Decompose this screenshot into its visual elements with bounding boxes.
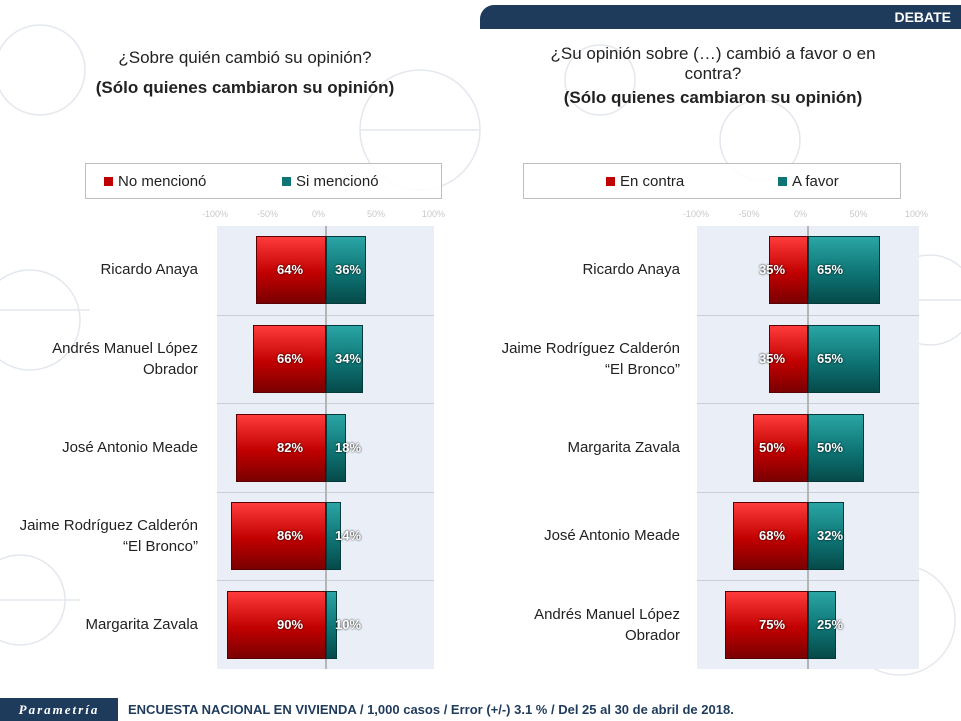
- bar-en-contra: [732, 502, 808, 571]
- footer: Parametría ENCUESTA NACIONAL EN VIVIENDA…: [0, 698, 961, 721]
- data-label-positive: 34%: [334, 350, 362, 366]
- category-label: Margarita Zavala: [85, 615, 198, 633]
- bar-en-contra: [769, 236, 808, 305]
- legend-swatch-positive: [282, 177, 291, 186]
- right-legend: En contra A favor: [523, 163, 901, 199]
- data-label-negative: 90%: [276, 616, 304, 632]
- axis-tick-label: 0%: [794, 209, 808, 219]
- right-title-text: ¿Su opinión sobre (…) cambió a favor o e…: [550, 44, 876, 83]
- data-label-positive: 50%: [816, 439, 844, 455]
- bar-si-mencionó: [326, 590, 337, 659]
- category-label: Ricardo Anaya: [582, 261, 680, 279]
- category-label: Jaime Rodríguez Calderón “El Bronco”: [19, 517, 198, 556]
- axis-tick-label: 100%: [422, 209, 446, 219]
- data-label-positive: 10%: [334, 616, 362, 632]
- axis-tick-label: -50%: [257, 209, 279, 219]
- category-label: Margarita Zavala: [567, 438, 680, 456]
- bar-a-favor: [808, 413, 864, 482]
- right-chart-title: ¿Su opinión sobre (…) cambió a favor o e…: [528, 44, 898, 108]
- bar-no-mencionó: [231, 502, 326, 571]
- bar-a-favor: [808, 590, 836, 659]
- axis-tick-label: 0%: [312, 209, 326, 219]
- legend-item-positive: A favor: [778, 173, 839, 190]
- data-label-negative: 35%: [758, 262, 786, 278]
- category-label: José Antonio Meade: [544, 527, 680, 545]
- bar-en-contra: [724, 590, 808, 659]
- bar-en-contra: [752, 413, 808, 482]
- data-label-positive: 65%: [816, 262, 844, 278]
- right-subtitle-text: (Sólo quienes cambiaron su opinión): [563, 88, 863, 107]
- data-label-positive: 32%: [816, 528, 844, 544]
- bar-si-mencionó: [326, 413, 346, 482]
- category-label: Ricardo Anaya: [100, 261, 198, 279]
- data-label-negative: 86%: [276, 528, 304, 544]
- left-title-text: ¿Sobre quién cambió su opinión?: [118, 48, 372, 67]
- data-label-positive: 18%: [334, 439, 362, 455]
- category-label: José Antonio Meade: [62, 438, 198, 456]
- legend-item-negative: No mencionó: [104, 173, 206, 190]
- data-label-positive: 14%: [334, 528, 362, 544]
- data-label-positive: 25%: [816, 616, 844, 632]
- bar-si-mencionó: [326, 236, 366, 305]
- legend-label-positive: A favor: [792, 173, 839, 190]
- axis-tick-label: -100%: [683, 209, 710, 219]
- bar-no-mencionó: [253, 324, 326, 393]
- data-label-negative: 35%: [758, 350, 786, 366]
- legend-label-negative: No mencionó: [118, 173, 207, 190]
- data-label-negative: 50%: [758, 439, 786, 455]
- legend-swatch-negative: [606, 177, 615, 186]
- bar-si-mencionó: [326, 324, 364, 393]
- axis-tick-label: 50%: [849, 209, 868, 219]
- legend-item-negative: En contra: [606, 173, 684, 190]
- category-label: Andrés Manuel López Obrador: [52, 339, 198, 378]
- bar-no-mencionó: [255, 236, 326, 305]
- axis-tick-label: -50%: [738, 209, 760, 219]
- bar-si-mencionó: [326, 502, 342, 571]
- legend-swatch-positive: [778, 177, 787, 186]
- data-label-positive: 65%: [816, 350, 844, 366]
- footer-note: ENCUESTA NACIONAL EN VIVIENDA / 1,000 ca…: [128, 702, 734, 717]
- data-label-negative: 66%: [276, 350, 304, 366]
- left-chart-title: ¿Sobre quién cambió su opinión? (Sólo qu…: [60, 48, 430, 98]
- axis-tick-label: 50%: [367, 209, 386, 219]
- bar-en-contra: [769, 324, 808, 393]
- data-label-negative: 82%: [276, 439, 304, 455]
- category-label: Andrés Manuel López Obrador: [534, 605, 680, 644]
- left-legend: No mencionó Si mencionó: [85, 163, 442, 199]
- axis-tick-label: 100%: [905, 209, 929, 219]
- bar-a-favor: [808, 324, 881, 393]
- header-tag: DEBATE: [894, 9, 951, 25]
- data-label-negative: 64%: [276, 262, 304, 278]
- legend-swatch-negative: [104, 177, 113, 186]
- bar-no-mencionó: [235, 413, 326, 482]
- bar-no-mencionó: [227, 590, 326, 659]
- left-subtitle-text: (Sólo quienes cambiaron su opinión): [95, 78, 395, 97]
- data-label-negative: 75%: [758, 616, 786, 632]
- bar-a-favor: [808, 502, 844, 571]
- data-label-negative: 68%: [758, 528, 786, 544]
- bar-a-favor: [808, 236, 881, 305]
- legend-item-positive: Si mencionó: [282, 173, 379, 190]
- axis-tick-label: -100%: [202, 209, 229, 219]
- legend-label-negative: En contra: [620, 173, 685, 190]
- footer-logo: Parametría: [0, 698, 118, 721]
- category-label: Jaime Rodríguez Calderón “El Bronco”: [501, 339, 680, 378]
- legend-label-positive: Si mencionó: [296, 173, 379, 190]
- data-label-positive: 36%: [334, 262, 362, 278]
- header-bar: DEBATE: [480, 5, 961, 29]
